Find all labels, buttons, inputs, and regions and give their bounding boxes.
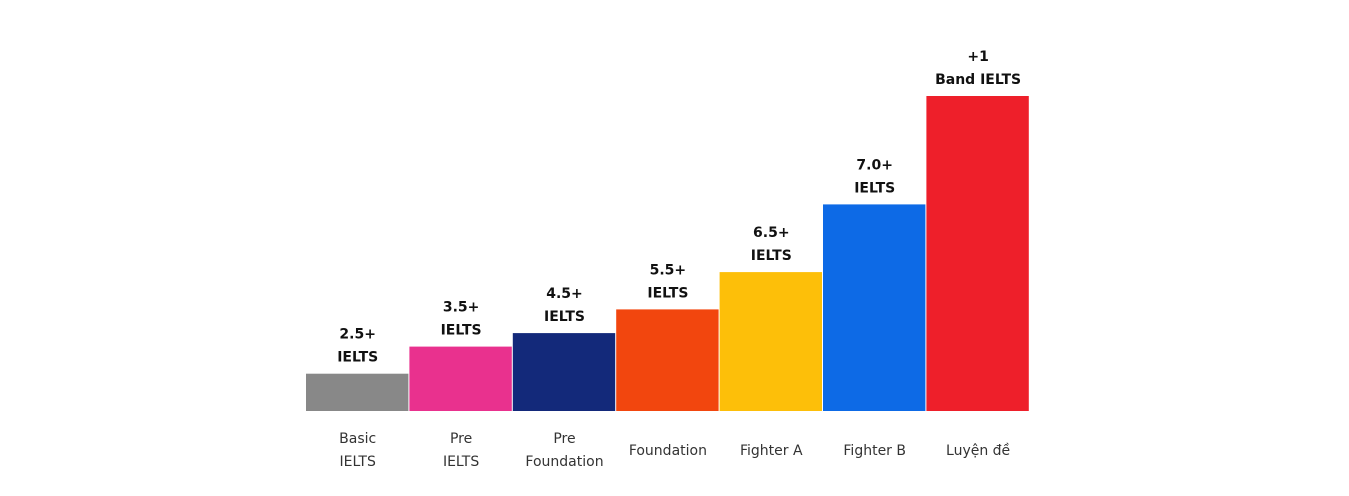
bar-4 (719, 272, 822, 411)
category-label-3: Foundation (629, 443, 707, 459)
category-label-1: Pre IELTS (443, 431, 479, 470)
category-label-4: Fighter A (740, 443, 803, 459)
bar-0 (306, 373, 409, 411)
data-label-line: IELTS (647, 285, 688, 301)
bar-5 (823, 204, 926, 411)
category-label-line: Fighter A (740, 443, 803, 459)
bar-3 (616, 309, 719, 411)
data-label-2: 4.5+ IELTS (544, 286, 585, 325)
category-label-line: Fighter B (843, 443, 906, 459)
data-label-line: 4.5+ (546, 286, 583, 302)
data-label-4: 6.5+ IELTS (751, 225, 792, 264)
bar-6 (926, 96, 1029, 411)
data-label-line: 3.5+ (443, 300, 480, 316)
category-label-line: IELTS (340, 454, 376, 470)
data-label-line: Band IELTS (935, 72, 1021, 88)
data-label-line: 5.5+ (650, 262, 687, 278)
category-label-line: Pre (553, 431, 575, 447)
category-label-2: Pre Foundation (525, 431, 603, 470)
category-label-5: Fighter B (843, 443, 906, 459)
bar-1 (409, 346, 512, 411)
category-labels-group: Basic IELTS Pre IELTS Pre Foundation Foundatio… (339, 431, 1010, 470)
data-label-1: 3.5+ IELTS (441, 300, 482, 339)
category-label-line: IELTS (443, 454, 479, 470)
data-label-line: +1 (967, 49, 988, 65)
category-label-6: Luyện đề (946, 442, 1010, 459)
bar-2 (512, 333, 616, 411)
bars-group (306, 96, 1029, 411)
data-label-line: IELTS (854, 180, 895, 196)
category-label-line: Pre (450, 431, 472, 447)
category-label-line: Luyện đề (946, 442, 1010, 459)
data-label-line: IELTS (441, 323, 482, 339)
category-label-line: Foundation (525, 454, 603, 470)
data-label-line: 7.0+ (856, 157, 893, 173)
data-label-0: 2.5+ IELTS (337, 327, 378, 366)
data-label-5: 7.0+ IELTS (854, 157, 895, 196)
data-label-line: 2.5+ (339, 327, 376, 343)
data-label-3: 5.5+ IELTS (647, 262, 688, 301)
data-label-line: IELTS (337, 350, 378, 366)
data-label-6: +1 Band IELTS (935, 49, 1021, 88)
category-label-line: Foundation (629, 443, 707, 459)
data-label-line: IELTS (751, 248, 792, 264)
data-label-line: IELTS (544, 309, 585, 325)
category-label-line: Basic (339, 431, 376, 447)
category-label-0: Basic IELTS (339, 431, 376, 470)
data-label-line: 6.5+ (753, 225, 790, 241)
